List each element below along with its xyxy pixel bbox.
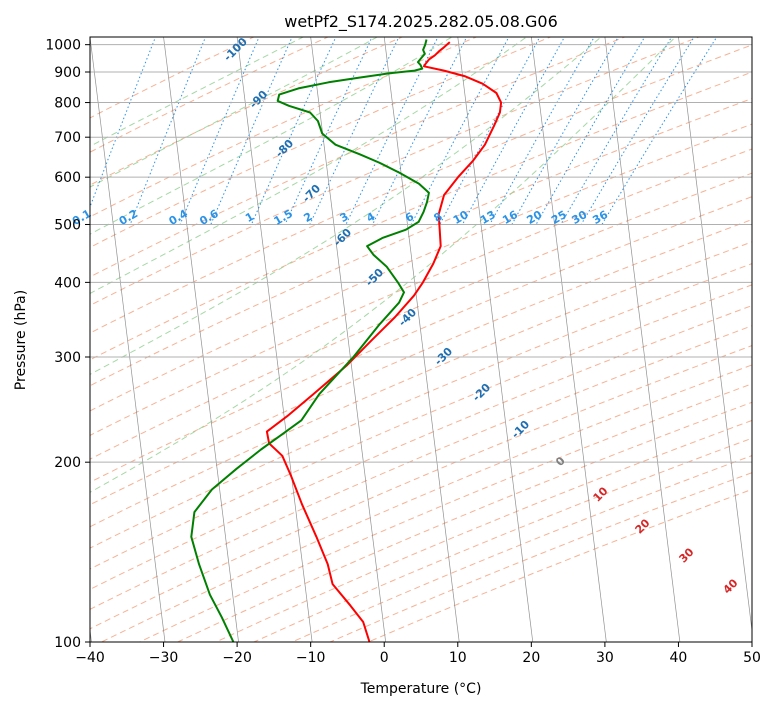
x-tick-label: 40 xyxy=(670,650,688,666)
y-tick-label: 800 xyxy=(54,96,81,112)
y-tick-label: 500 xyxy=(54,217,81,233)
isotherm xyxy=(383,37,460,642)
x-axis-label: Temperature (°C) xyxy=(360,681,482,697)
moist-adiabat xyxy=(90,37,602,375)
dry-adiabat xyxy=(90,325,752,610)
dry-adiabat xyxy=(90,37,330,153)
mixing-ratio-line xyxy=(601,37,718,225)
isotherm xyxy=(90,37,166,642)
sounding-series xyxy=(190,39,503,642)
moist-adiabat xyxy=(90,37,528,295)
dry-adiabat xyxy=(90,172,752,460)
isotherm xyxy=(530,37,607,642)
x-tick-label: 10 xyxy=(449,650,467,666)
chart-title: wetPf2_S174.2025.282.05.08.G06 xyxy=(284,12,558,32)
dry-adiabat xyxy=(90,196,752,483)
dry-adiabat xyxy=(90,218,752,506)
y-tick-label: 600 xyxy=(54,170,81,186)
x-tick-label: −40 xyxy=(75,650,105,666)
y-tick-label: 200 xyxy=(54,455,81,471)
dry-adiabat xyxy=(90,37,404,186)
dry-adiabat xyxy=(90,123,752,412)
x-tick-label: −30 xyxy=(149,650,179,666)
isotherm xyxy=(163,37,239,642)
mixing-ratio-line xyxy=(284,37,373,225)
x-tick-label: −10 xyxy=(296,650,326,666)
y-tick-label: 1000 xyxy=(45,38,81,54)
mixing-ratio-line xyxy=(410,37,510,225)
mixing-ratio-line xyxy=(560,37,673,225)
mixing-ratio-line xyxy=(372,37,468,225)
dry-adiabat xyxy=(90,284,752,570)
isotherm xyxy=(604,37,681,642)
y-tick-label: 400 xyxy=(54,275,81,291)
mixing-ratio-line xyxy=(90,37,157,209)
mixing-ratio-line xyxy=(345,37,439,225)
dry-adiabat xyxy=(90,37,626,278)
y-tick-label: 300 xyxy=(54,350,81,366)
axis-ticks: −40 −30 −20 −10 0 10 20 30 40 50 100 200 300 400 500 60… xyxy=(45,38,761,666)
dry-adiabat xyxy=(90,71,752,361)
y-tick-label: 900 xyxy=(54,65,81,81)
dry-adiabat xyxy=(90,345,752,630)
isotherm xyxy=(236,37,313,642)
x-tick-label: −20 xyxy=(222,650,252,666)
dry-adiabat xyxy=(90,97,752,387)
y-tick-label: 100 xyxy=(54,635,81,651)
y-tick-label: 700 xyxy=(54,130,81,146)
dry-adiabat xyxy=(90,148,752,436)
pressure-gridlines xyxy=(90,44,752,642)
temperature-profile-line xyxy=(265,41,503,642)
dry-adiabat xyxy=(139,383,752,642)
background-lines xyxy=(90,37,752,642)
mixing-ratio-line xyxy=(309,37,400,225)
mixing-ratio-line xyxy=(535,37,646,225)
moist-adiabat xyxy=(90,37,677,493)
plot-frame xyxy=(89,36,753,643)
isotherm xyxy=(457,37,534,642)
x-tick-label: 0 xyxy=(380,650,389,666)
dewpoint-profile-line xyxy=(190,39,430,642)
mixing-ratio-line xyxy=(580,37,695,225)
x-tick-label: 50 xyxy=(743,650,761,666)
mixing-ratio-line xyxy=(129,37,207,225)
x-tick-label: 30 xyxy=(596,650,614,666)
moist-adiabat xyxy=(90,37,305,147)
x-tick-label: 20 xyxy=(522,650,540,666)
isotherm xyxy=(678,37,752,634)
dry-adiabat xyxy=(90,263,752,549)
y-axis-label: Pressure (hPa) xyxy=(13,290,29,390)
mixing-ratio-line xyxy=(439,37,541,225)
dry-adiabat xyxy=(90,37,478,218)
isotherm xyxy=(310,37,387,642)
